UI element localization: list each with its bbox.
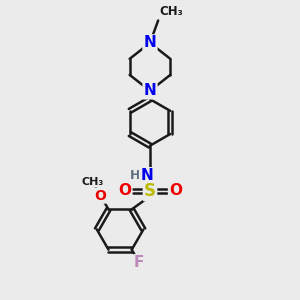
Text: O: O [94,188,106,203]
Text: F: F [134,255,145,270]
Text: H: H [130,169,140,182]
Text: N: N [144,83,156,98]
Text: O: O [169,184,182,199]
Text: CH₃: CH₃ [160,5,183,18]
Text: N: N [140,168,153,183]
Text: CH₃: CH₃ [81,177,104,187]
Text: O: O [118,184,131,199]
Text: N: N [144,35,156,50]
Text: S: S [144,182,156,200]
